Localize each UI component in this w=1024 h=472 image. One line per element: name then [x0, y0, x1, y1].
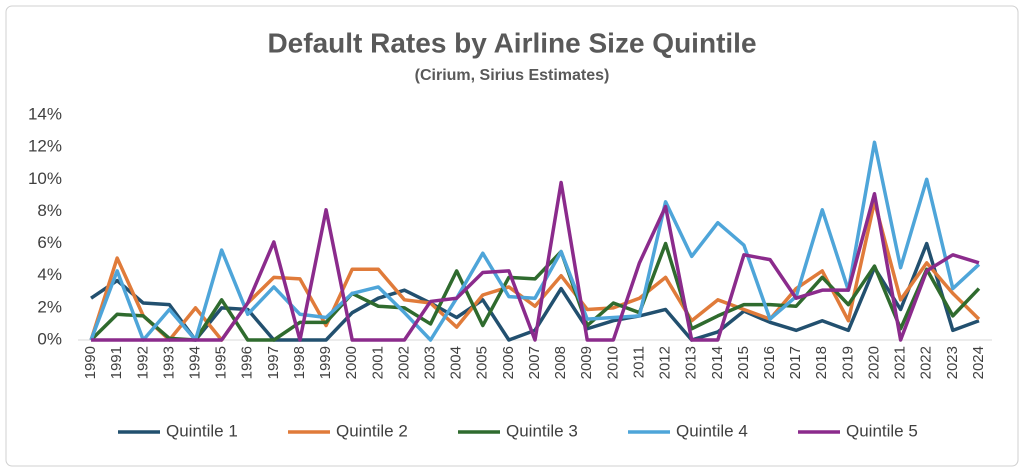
series-line: [91, 180, 980, 342]
x-tick-label: 2010: [604, 346, 621, 379]
chart-border: [5, 5, 1019, 467]
legend-label: Quintile 2: [336, 421, 408, 440]
x-tick-label: 2007: [526, 346, 543, 379]
x-tick-label: 1997: [265, 346, 282, 379]
x-tick-label: 1998: [291, 346, 308, 379]
x-tick-label: 2006: [500, 346, 517, 379]
legend-label: Quintile 1: [166, 421, 238, 440]
y-tick-label: 8%: [37, 201, 62, 220]
x-tick-label: 2012: [657, 346, 674, 379]
x-tick-label: 1999: [317, 346, 334, 379]
x-tick-label: 2019: [839, 346, 856, 379]
x-tick-label: 1991: [108, 346, 125, 379]
x-tick-label: 2014: [709, 346, 726, 379]
legend-label: Quintile 3: [506, 421, 578, 440]
x-tick-label: 1992: [134, 346, 151, 379]
y-tick-label: 0%: [37, 329, 62, 348]
x-tick-label: 1995: [213, 346, 230, 379]
y-tick-label: 12%: [28, 137, 62, 156]
x-tick-label: 2009: [578, 346, 595, 379]
x-tick-label: 2016: [761, 346, 778, 379]
chart-title: Default Rates by Airline Size Quintile: [267, 27, 756, 58]
y-tick-label: 4%: [37, 265, 62, 284]
x-tick-label: 1990: [82, 346, 99, 379]
x-tick-label: 2018: [813, 346, 830, 379]
x-tick-label: 2024: [970, 346, 987, 379]
y-tick-label: 10%: [28, 169, 62, 188]
legend-label: Quintile 4: [676, 421, 748, 440]
y-tick-label: 14%: [28, 104, 62, 123]
x-tick-label: 2001: [369, 346, 386, 379]
x-tick-label: 1993: [160, 346, 177, 379]
x-tick-label: 1994: [186, 346, 203, 379]
x-tick-label: 2023: [944, 346, 961, 379]
x-tick-label: 2017: [787, 346, 804, 379]
x-tick-label: 2002: [395, 346, 412, 379]
x-tick-label: 2004: [448, 346, 465, 379]
x-tick-label: 2022: [918, 346, 935, 379]
chart-subtitle: (Cirium, Sirius Estimates): [415, 67, 610, 84]
x-tick-label: 2015: [735, 346, 752, 379]
y-tick-label: 6%: [37, 233, 62, 252]
x-tick-label: 2013: [683, 346, 700, 379]
series-line: [89, 241, 981, 342]
series-line: [89, 140, 981, 342]
legend-label: Quintile 5: [846, 421, 918, 440]
x-tick-label: 2020: [865, 346, 882, 379]
y-tick-label: 2%: [37, 297, 62, 316]
x-tick-label: 1996: [239, 346, 256, 379]
x-tick-label: 2021: [892, 346, 909, 379]
x-tick-label: 2005: [474, 346, 491, 379]
x-tick-label: 2003: [422, 346, 439, 379]
x-tick-label: 2011: [630, 346, 647, 378]
x-tick-label: 2000: [343, 346, 360, 379]
x-tick-label: 2008: [552, 346, 569, 379]
